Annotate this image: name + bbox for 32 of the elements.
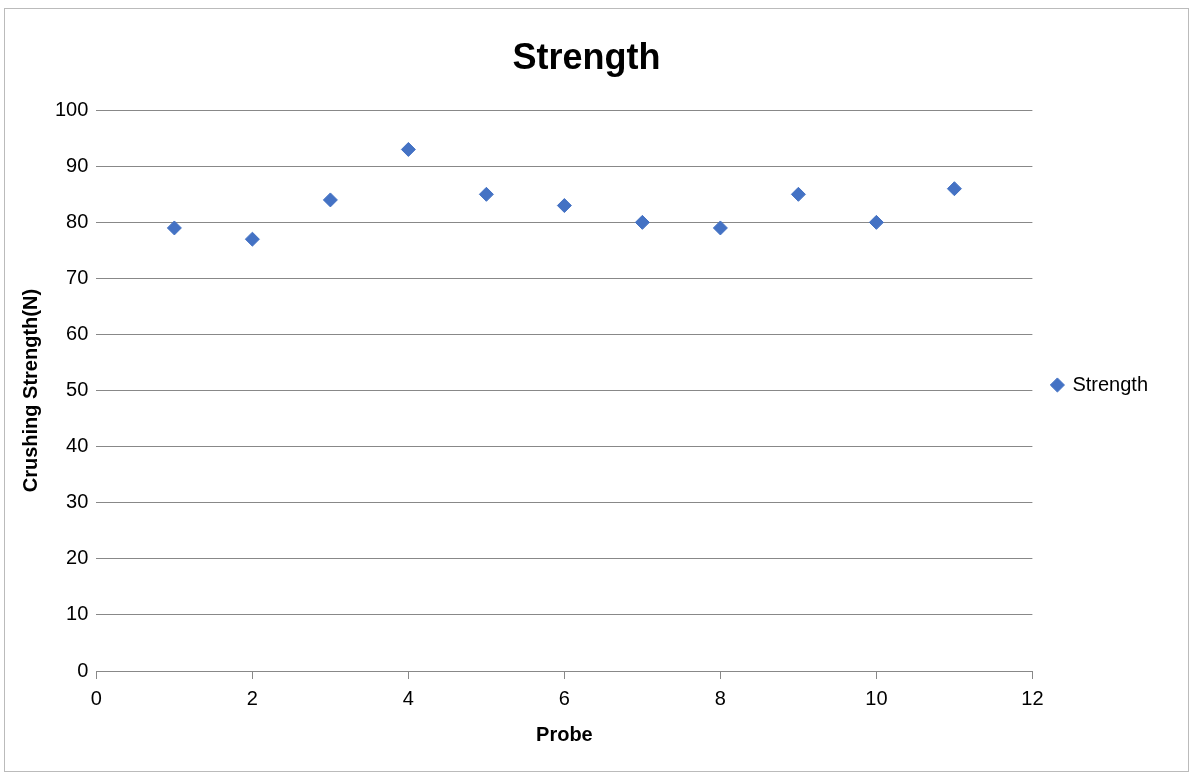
point (166, 220, 182, 236)
y-tick-label: 50 (66, 378, 89, 401)
chart-title: Strength (512, 35, 661, 77)
point (244, 231, 260, 247)
y-tick-label: 70 (66, 265, 89, 288)
x-tick-label: 2 (246, 686, 258, 709)
y-tick-label: 80 (66, 209, 89, 232)
point (556, 198, 572, 214)
y-tick-label: 60 (66, 322, 89, 345)
x-tick-label: 6 (558, 686, 570, 709)
y-tick-label: 40 (66, 434, 89, 457)
y-tick-label: 30 (66, 490, 89, 513)
x-tick-label: 12 (1021, 686, 1044, 709)
x-tick-label: 8 (714, 686, 726, 709)
x-axis-title: Probe (536, 722, 593, 745)
x-tick-label: 10 (865, 686, 888, 709)
y-axis-title: Crushing Strength(N) (18, 288, 41, 493)
point (712, 220, 728, 236)
y-tick-label: 100 (54, 97, 89, 120)
point (790, 186, 806, 202)
y-tick-label: 90 (66, 153, 89, 176)
point (478, 186, 494, 202)
legend-label: Strength (1072, 372, 1148, 395)
y-tick-label: 10 (66, 602, 89, 625)
y-tick-label: 0 (77, 658, 89, 681)
point (322, 192, 338, 208)
point (868, 214, 884, 230)
x-tick-label: 4 (402, 686, 414, 709)
point (634, 214, 650, 230)
y-tick-label: 20 (66, 546, 89, 569)
point (946, 181, 962, 197)
point (400, 141, 416, 157)
